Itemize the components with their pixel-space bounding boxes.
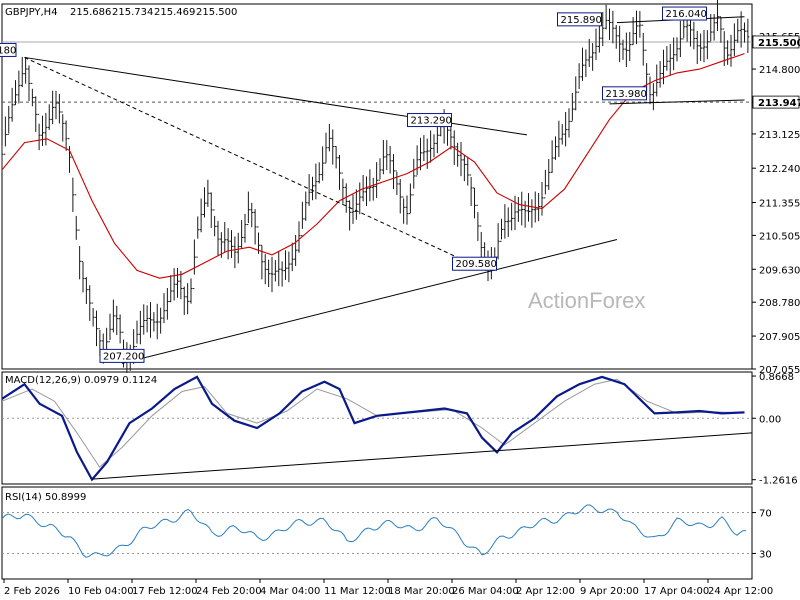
x-tick-label: 2 Apr 12:00	[516, 586, 575, 597]
current-price-tag-box	[752, 35, 800, 49]
x-tick-label: 10 Feb 04:00	[68, 586, 134, 597]
y-tick-label: 209.630	[759, 265, 800, 276]
price-annotation-label: 209.580	[456, 259, 497, 270]
ohlc-close: 215.500	[196, 7, 237, 18]
price-annotation-box	[602, 86, 647, 101]
level-price-tag-label: 213.947	[758, 98, 800, 109]
rsi-tick-label: 70	[759, 509, 772, 520]
price-annotation-label: 215.890	[561, 15, 602, 26]
macd-tick-label: 0.8668	[759, 372, 794, 383]
y-tick-label: 210.505	[759, 231, 800, 242]
x-tick-label: 24 Apr 12:00	[708, 586, 773, 597]
macd-line	[1, 375, 745, 482]
x-tick-label: 9 Apr 20:00	[580, 586, 639, 597]
trendline-lower-channel	[609, 99, 745, 105]
axes: 215.655214.800213.947213.125212.240211.3…	[3, 32, 800, 597]
rsi-label: RSI(14) 50.8999	[5, 492, 86, 503]
y-tick-label: 213.125	[759, 130, 800, 141]
level-price-tag-box	[752, 95, 800, 109]
x-tick-label: 17 Apr 04:00	[644, 586, 709, 597]
rsi-line	[1, 504, 747, 558]
y-tick-label: 212.240	[759, 164, 800, 175]
macd-label: MACD(12,26,9) 0.0979 0.1124	[5, 375, 157, 386]
ohlc-high: 215.734	[112, 7, 153, 18]
y-tick-label: 207.055	[759, 365, 800, 376]
price-annotation-box	[557, 12, 602, 27]
current-price-tag-label: 215.500	[758, 38, 800, 49]
price-panel[interactable]: 215.890 216.040 213.980 213.290 209.580 207.2…	[0, 0, 752, 373]
price-annotation-box	[99, 348, 145, 363]
y-tick-label: 211.355	[759, 198, 800, 209]
macd-panel[interactable]	[1, 375, 753, 482]
panel-frames	[1, 3, 753, 580]
x-tick-label: 24 Feb 20:00	[196, 586, 262, 597]
price-annotation-label: 213.290	[411, 116, 452, 127]
macd-frame	[1, 371, 753, 485]
trendline-dashed-channel	[24, 56, 486, 271]
symbol-label: GBPJPY,H4	[5, 7, 58, 18]
price-annotation-box	[0, 42, 17, 57]
x-tick-label: 2 Feb 2026	[4, 586, 60, 597]
price-annotation-label: 207.200	[103, 351, 144, 362]
price-annotation-box	[407, 113, 452, 128]
ohlc-open: 215.686	[70, 7, 111, 18]
macd-tick-label: 0.00	[759, 414, 781, 425]
y-tick-label: 208.780	[759, 298, 800, 309]
x-tick-label: 18 Mar 20:00	[388, 586, 455, 597]
rsi-tick-label: 30	[759, 549, 772, 560]
rsi-panel[interactable]	[1, 504, 752, 558]
x-tick-label: 4 Mar 04:00	[260, 586, 320, 597]
watermark: ActionForex	[528, 288, 645, 313]
x-tick-label: 11 Mar 12:00	[324, 586, 391, 597]
x-tick-label: 17 Feb 12:00	[132, 586, 198, 597]
ohlc-low: 215.469	[154, 7, 195, 18]
price-annotation-label: 215.180	[0, 45, 16, 56]
y-tick-label: 207.905	[759, 332, 800, 343]
x-tick-label: 26 Mar 04:00	[452, 586, 519, 597]
moving-average-line	[1, 53, 745, 279]
price-annotation-label: 216.040	[666, 9, 707, 20]
rsi-frame	[1, 486, 753, 580]
y-tick-label: 214.800	[759, 65, 800, 76]
macd-tick-label: -1.2616	[759, 476, 798, 487]
price-annotation-label: 213.980	[606, 89, 647, 100]
main-frame	[1, 3, 753, 370]
macd-trendline	[91, 432, 753, 480]
price-annotation-box	[662, 6, 707, 21]
trendline-rising-support	[121, 238, 618, 364]
price-annotation-box	[452, 256, 497, 271]
